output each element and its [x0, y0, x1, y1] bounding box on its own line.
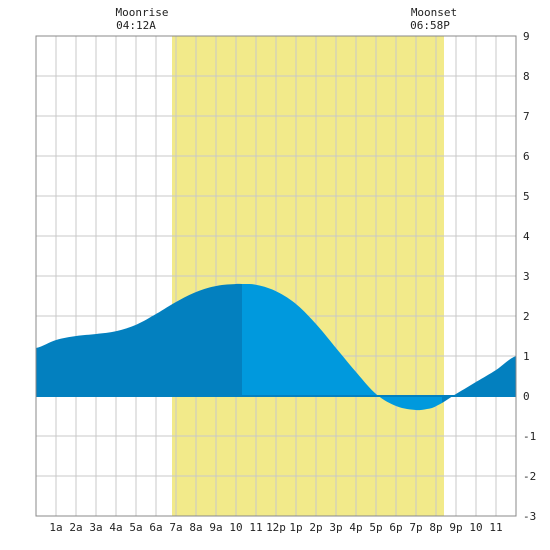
moonset-time: 06:58P [410, 19, 450, 32]
tide-area-dark [442, 356, 516, 404]
x-tick-label: 5p [369, 521, 382, 534]
x-tick-label: 10 [469, 521, 482, 534]
x-tick-label: 11 [489, 521, 502, 534]
tide-area-light [242, 284, 442, 411]
x-tick-label: 8p [429, 521, 442, 534]
y-tick-label: -2 [523, 470, 536, 483]
x-tick-label: 6p [389, 521, 402, 534]
x-tick-label: 10 [229, 521, 242, 534]
plot-border [35, 35, 517, 517]
x-tick-label: 7p [409, 521, 422, 534]
moonset-label: Moonset [411, 6, 457, 19]
x-tick-label: 4a [109, 521, 122, 534]
x-tick-label: 9a [209, 521, 222, 534]
x-tick-label: 3p [329, 521, 342, 534]
x-tick-label: 8a [189, 521, 202, 534]
y-tick-label: 4 [523, 230, 530, 243]
y-tick-label: -1 [523, 430, 536, 443]
tide-area-dark [36, 283, 242, 396]
x-tick-label: 9p [449, 521, 462, 534]
x-tick-label: 2a [69, 521, 82, 534]
y-tick-label: -3 [523, 510, 536, 523]
x-tick-label: 1a [49, 521, 62, 534]
y-tick-label: 0 [523, 390, 530, 403]
x-tick-label: 6a [149, 521, 162, 534]
y-tick-label: 7 [523, 110, 530, 123]
x-tick-label: 1p [289, 521, 302, 534]
x-tick-label: 5a [129, 521, 142, 534]
moonrise-time: 04:12A [116, 19, 156, 32]
x-tick-label: 2p [309, 521, 322, 534]
y-tick-label: 2 [523, 310, 530, 323]
x-tick-label: 11 [249, 521, 262, 534]
y-tick-label: 6 [523, 150, 530, 163]
y-tick-label: 3 [523, 270, 530, 283]
y-tick-label: 8 [523, 70, 530, 83]
moonrise-label: Moonrise [116, 6, 169, 19]
y-tick-label: 9 [523, 30, 530, 43]
y-tick-label: 1 [523, 350, 530, 363]
x-tick-label: 4p [349, 521, 362, 534]
x-tick-label: 12p [266, 521, 286, 534]
y-tick-label: 5 [523, 190, 530, 203]
x-tick-label: 7a [169, 521, 182, 534]
x-tick-label: 3a [89, 521, 102, 534]
